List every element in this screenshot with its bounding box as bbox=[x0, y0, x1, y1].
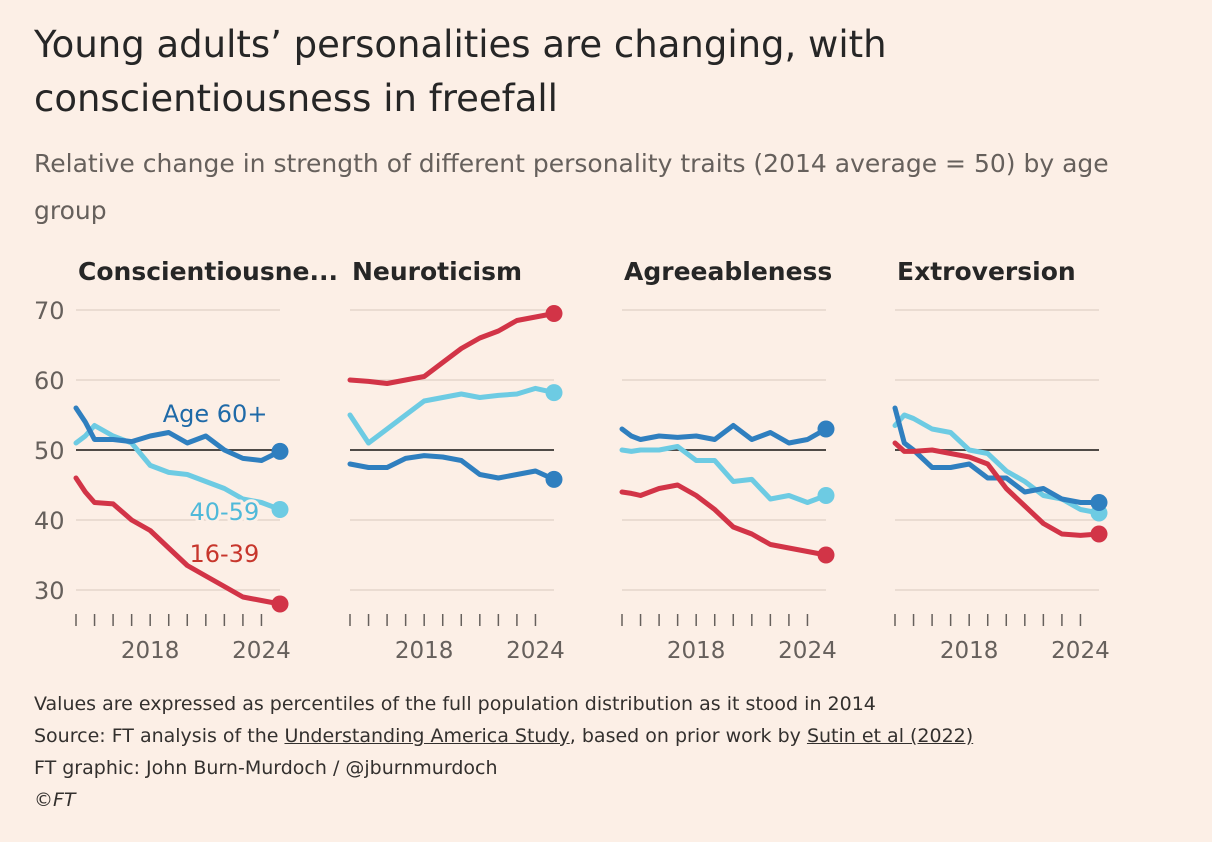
series-line-extroversion-age-60 bbox=[892, 405, 1102, 505]
series-endpoint-neuroticism-16-39 bbox=[545, 305, 563, 322]
series-line-conscientiousne-16-39 bbox=[73, 475, 283, 607]
x-tick-label-conscientiousne-2024: 2024 bbox=[232, 638, 291, 664]
y-tick-label-50: 50 bbox=[34, 437, 65, 465]
series-endpoint-extroversion-age-60 bbox=[1090, 494, 1108, 511]
series-line-agreeableness-age-60 bbox=[619, 423, 829, 446]
source-link-understanding-america-study[interactable]: Understanding America Study bbox=[284, 725, 570, 747]
chart-subtitle: Relative change in strength of different… bbox=[34, 149, 1109, 225]
panel-title-agreeableness: Agreeableness bbox=[624, 257, 832, 286]
series-line-neuroticism-age-60 bbox=[347, 453, 557, 482]
footer-credit: FT graphic: John Burn-Murdoch / @jburnmu… bbox=[34, 757, 498, 779]
source-link-sutin-et-al[interactable]: Sutin et al (2022) bbox=[806, 725, 974, 747]
x-tick-label-extroversion-2018: 2018 bbox=[940, 638, 999, 664]
x-tick-label-neuroticism-2018: 2018 bbox=[395, 638, 454, 664]
series-endpoint-conscientiousne-age-60 bbox=[271, 442, 289, 460]
series-line-neuroticism-16-39 bbox=[347, 311, 557, 386]
small-multiples-chart: Conscientiousne... 30 40 50 60 70 2018 2024 Age … bbox=[34, 257, 1110, 664]
footer-copyright: ©FT bbox=[34, 784, 973, 816]
series-endpoint-extroversion-16-39 bbox=[1090, 525, 1108, 543]
series-line-neuroticism-40-59 bbox=[347, 385, 557, 446]
series-line-agreeableness-40-59 bbox=[619, 444, 829, 505]
series-label-age-60: Age 60+ bbox=[163, 400, 268, 428]
panel-title-conscientiousne: Conscientiousne... bbox=[78, 257, 338, 286]
series-endpoint-neuroticism-40-59 bbox=[545, 384, 563, 402]
series-endpoint-neuroticism-age-60 bbox=[545, 470, 563, 488]
copyright-symbol: © bbox=[34, 789, 53, 811]
series-endpoint-agreeableness-16-39 bbox=[817, 546, 835, 564]
x-tick-label-extroversion-2024: 2024 bbox=[1051, 638, 1110, 664]
panel-title-extroversion: Extroversion bbox=[897, 257, 1076, 286]
y-tick-label-70: 70 bbox=[34, 297, 65, 325]
y-tick-label-60: 60 bbox=[34, 367, 65, 395]
series-label-40-59: 40-59 bbox=[189, 498, 259, 526]
copyright-text: FT bbox=[53, 789, 76, 811]
chart-footer: Values are expressed as percentiles of t… bbox=[34, 688, 973, 816]
footer-note: Values are expressed as percentiles of t… bbox=[34, 693, 876, 715]
series-line-extroversion-16-39 bbox=[892, 440, 1102, 538]
source-prefix: Source: FT analysis of the bbox=[34, 725, 285, 747]
series-line-conscientiousne-40-59 bbox=[73, 423, 283, 512]
series-endpoint-conscientiousne-16-39 bbox=[271, 595, 289, 613]
x-tick-label-conscientiousne-2018: 2018 bbox=[121, 638, 180, 664]
series-line-agreeableness-16-39 bbox=[619, 482, 829, 558]
footer-source: Source: FT analysis of the Understanding… bbox=[34, 720, 973, 752]
y-tick-label-30: 30 bbox=[34, 577, 65, 605]
chart-title: Young adults’ personalities are changing… bbox=[34, 23, 887, 120]
series-endpoint-agreeableness-40-59 bbox=[817, 487, 835, 504]
series-endpoint-conscientiousne-40-59 bbox=[271, 501, 289, 518]
series-endpoint-agreeableness-age-60 bbox=[817, 420, 835, 438]
x-tick-label-neuroticism-2024: 2024 bbox=[506, 638, 565, 664]
x-tick-label-agreeableness-2018: 2018 bbox=[667, 638, 726, 664]
series-line-conscientiousne-age-60 bbox=[73, 405, 283, 463]
series-label-16-39: 16-39 bbox=[189, 540, 259, 568]
x-tick-label-agreeableness-2024: 2024 bbox=[778, 638, 837, 664]
source-mid: , based on prior work by bbox=[569, 725, 807, 747]
panel-title-neuroticism: Neuroticism bbox=[352, 257, 522, 286]
y-tick-label-40: 40 bbox=[34, 507, 65, 535]
